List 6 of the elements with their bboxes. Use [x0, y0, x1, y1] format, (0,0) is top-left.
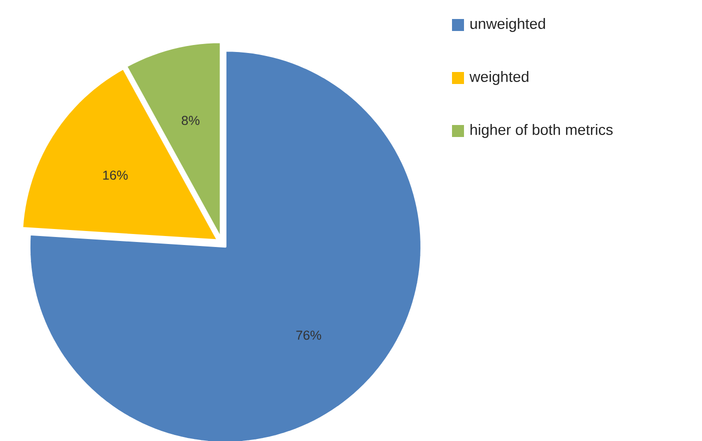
legend-label: weighted — [470, 71, 528, 85]
legend-label: unweighted — [470, 18, 545, 32]
data-label: 8% — [182, 116, 200, 126]
data-label: 76% — [296, 330, 322, 340]
data-label: 16% — [103, 170, 128, 180]
legend-label: higher of both metrics — [470, 124, 613, 138]
